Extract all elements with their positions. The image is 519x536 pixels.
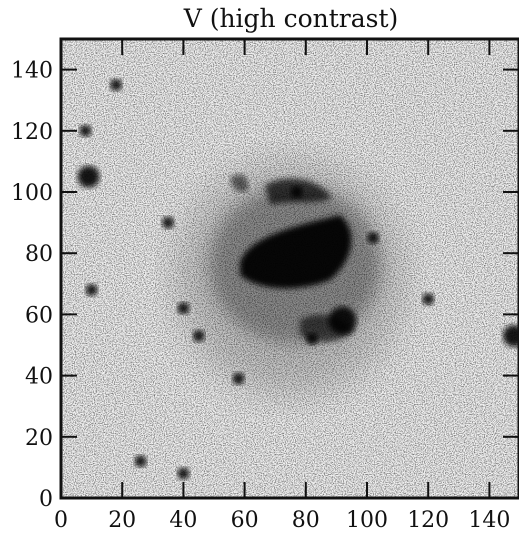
x-tick-label: 120 bbox=[407, 508, 449, 533]
x-tick-label: 100 bbox=[346, 508, 388, 533]
y-tick-label: 0 bbox=[39, 487, 53, 512]
point-source bbox=[192, 329, 205, 342]
point-source bbox=[177, 467, 190, 480]
x-tick-label: 0 bbox=[54, 508, 68, 533]
x-tick-label: 140 bbox=[468, 508, 510, 533]
y-tick-label: 100 bbox=[11, 181, 53, 206]
x-tick-label: 60 bbox=[231, 508, 259, 533]
point-source bbox=[85, 283, 98, 296]
point-source bbox=[502, 324, 519, 347]
plot-frame bbox=[59, 37, 519, 500]
point-source bbox=[110, 78, 123, 91]
y-tick-label: 80 bbox=[25, 242, 53, 267]
point-source bbox=[232, 372, 245, 385]
point-source bbox=[134, 455, 147, 468]
point-source bbox=[177, 302, 190, 315]
y-tick-label: 40 bbox=[25, 365, 53, 390]
point-source bbox=[79, 124, 92, 137]
plot-title: V (high contrast) bbox=[183, 4, 399, 33]
y-tick-label: 120 bbox=[11, 120, 53, 145]
x-tick-label: 20 bbox=[108, 508, 136, 533]
point-source bbox=[328, 306, 357, 335]
y-tick-label: 60 bbox=[25, 303, 53, 328]
astronomical-image bbox=[61, 39, 519, 498]
x-tick-label: 80 bbox=[292, 508, 320, 533]
x-tick-label: 40 bbox=[169, 508, 197, 533]
y-tick-label: 20 bbox=[25, 426, 53, 451]
point-source bbox=[162, 216, 175, 229]
point-source bbox=[77, 165, 100, 188]
point-source bbox=[367, 231, 380, 244]
point-source bbox=[305, 332, 318, 345]
y-tick-label: 140 bbox=[11, 59, 53, 84]
point-source bbox=[422, 293, 435, 306]
point-source bbox=[290, 186, 303, 198]
